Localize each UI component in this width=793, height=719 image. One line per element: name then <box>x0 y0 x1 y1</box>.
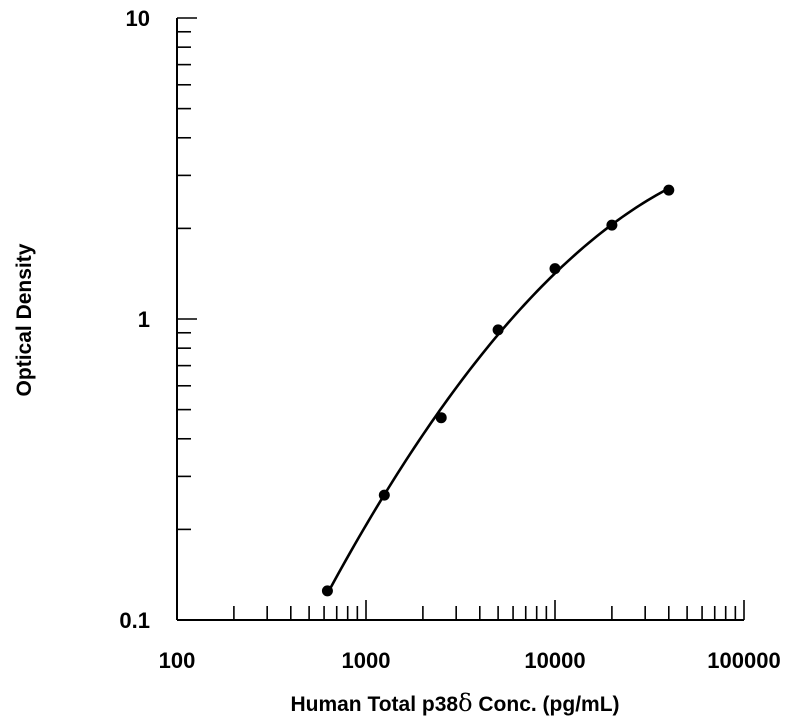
y-tick-label: 1 <box>138 307 150 332</box>
data-point <box>378 489 390 501</box>
x-axis-title: Human Total p38δ Conc. (pg/mL) <box>290 689 619 717</box>
x-tick-label: 10000 <box>524 648 585 673</box>
data-points <box>321 184 675 597</box>
x-axis-ticks <box>176 600 745 620</box>
y-axis-tick-labels: 0.1 1 10 <box>119 6 150 633</box>
y-tick-label: 0.1 <box>119 608 150 633</box>
data-point <box>321 585 333 597</box>
data-point <box>492 324 504 336</box>
fit-curve <box>328 187 670 591</box>
x-axis-title-symbol: δ <box>458 689 472 717</box>
x-axis-title-main: Human Total p38 <box>290 693 458 716</box>
y-axis-ticks <box>177 17 197 621</box>
x-tick-label: 1000 <box>342 648 391 673</box>
y-axis-title: Optical Density <box>13 243 36 396</box>
x-axis-title-unit: Conc. (pg/mL) <box>473 693 620 716</box>
x-tick-label: 100 <box>159 648 196 673</box>
x-tick-label: 100000 <box>707 648 780 673</box>
x-axis-tick-labels: 100 1000 10000 100000 <box>159 648 781 673</box>
data-point <box>663 184 675 196</box>
data-point <box>606 219 618 231</box>
axes <box>176 18 744 621</box>
data-point <box>435 412 447 424</box>
data-point <box>549 263 561 275</box>
y-tick-label: 10 <box>126 6 150 31</box>
